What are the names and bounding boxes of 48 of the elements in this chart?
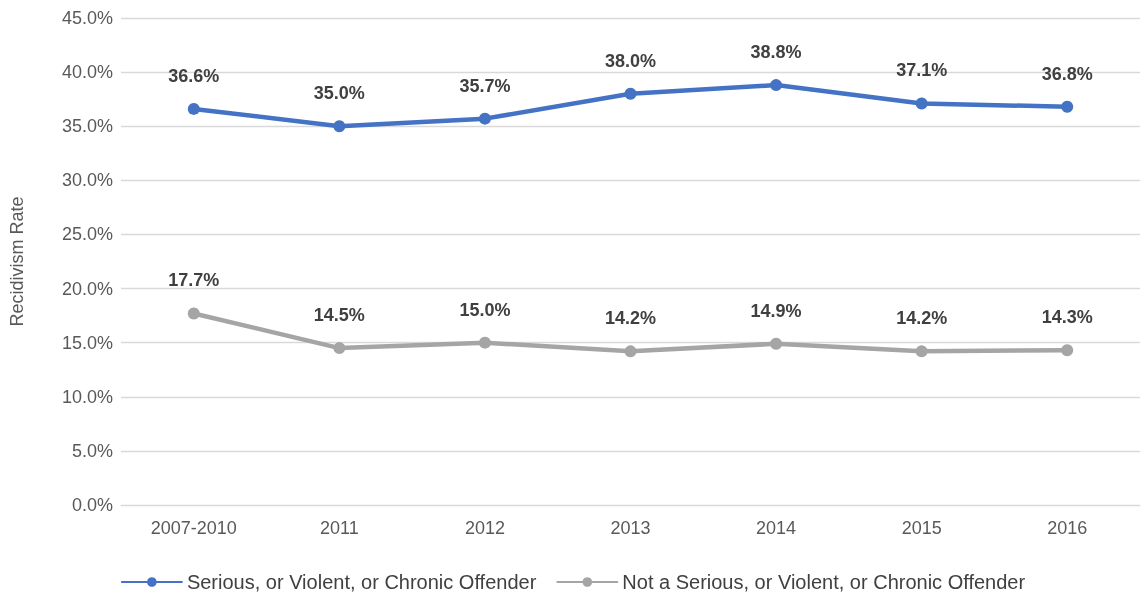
point — [770, 79, 783, 92]
data-label: 38.8% — [750, 42, 802, 63]
y-tick-label: 45.0% — [61, 8, 113, 28]
y-tick-label: 30.0% — [61, 170, 113, 191]
point — [770, 337, 783, 350]
data-label: 36.6% — [168, 65, 220, 86]
y-tick-label: 10.0% — [61, 386, 113, 407]
point — [624, 87, 637, 100]
data-label: 14.3% — [1041, 307, 1093, 328]
y-tick-label: 0.0% — [71, 495, 113, 515]
data-label: 15.0% — [459, 299, 511, 320]
point — [187, 102, 200, 115]
x-tick-label: 2016 — [1047, 518, 1088, 538]
y-tick-label: 40.0% — [61, 62, 113, 83]
point — [915, 97, 928, 110]
y-tick-label: 25.0% — [61, 224, 113, 245]
x-tick-label: 2015 — [901, 518, 942, 538]
point — [1061, 344, 1074, 357]
point — [333, 120, 346, 133]
data-label: 17.7% — [168, 270, 220, 291]
point — [478, 336, 491, 349]
point — [624, 345, 637, 358]
y-tick-label: 15.0% — [61, 332, 113, 353]
legend-label: Serious, or Violent, or Chronic Offender — [186, 571, 537, 593]
x-tick-label: 2013 — [610, 518, 651, 538]
x-tick-label: 2014 — [756, 518, 797, 538]
data-label: 37.1% — [896, 60, 948, 81]
x-tick-label: 2012 — [464, 518, 505, 538]
y-tick-label: 5.0% — [71, 440, 113, 461]
y-tick-label: 20.0% — [61, 278, 113, 299]
point — [333, 342, 346, 355]
data-label: 14.2% — [604, 308, 657, 329]
data-label: 14.2% — [896, 308, 948, 329]
point — [478, 112, 491, 125]
data-label: 38.0% — [604, 50, 657, 71]
x-tick-label: 2007-2010 — [150, 518, 237, 538]
point — [187, 307, 200, 320]
data-label: 14.5% — [313, 305, 365, 326]
data-label: 35.7% — [459, 75, 511, 96]
legend-label: Not a Serious, or Violent, or Chronic Offender — [622, 571, 1026, 593]
point — [1061, 100, 1074, 113]
x-tick-label: 2011 — [320, 518, 359, 538]
data-label: 14.9% — [750, 300, 802, 321]
y-tick-label: 35.0% — [61, 116, 113, 137]
point — [915, 345, 928, 358]
data-label: 36.8% — [1041, 63, 1093, 84]
y-axis-title: Recidivism Rate — [7, 196, 27, 327]
data-label: 35.0% — [313, 83, 365, 104]
